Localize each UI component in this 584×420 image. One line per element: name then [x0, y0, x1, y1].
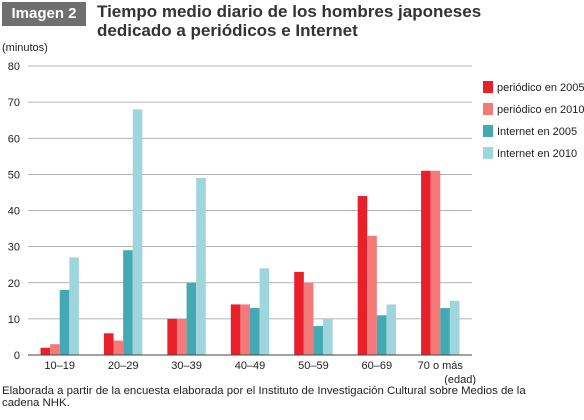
x-axis-label: (edad) [444, 374, 476, 385]
bar-4-3 [196, 177, 206, 355]
bar-4-6 [386, 304, 397, 355]
bar-4-2 [132, 109, 143, 355]
legend: periódico en 2005 periódico en 2010 Intern… [483, 81, 584, 160]
bar-1-1 [40, 347, 51, 355]
x-tick-label: 20–29 [108, 360, 139, 372]
gridlines [28, 65, 472, 320]
chart-header: Imagen 2 Tiempo medio diario de los homb… [0, 0, 584, 46]
chart-title-line1: Tiempo medio diario de los hombres japon… [97, 2, 482, 21]
bar-2-7 [430, 170, 441, 355]
bar-2-6 [367, 235, 377, 355]
figure-badge: Imagen 2 [2, 2, 86, 26]
y-tick-label: 0 [14, 350, 20, 362]
bar-3-4 [250, 308, 260, 355]
bar-4-1 [69, 257, 79, 355]
bar-2-4 [240, 304, 250, 355]
axes: 0 10 20 30 40 50 60 70 80 (minutos) (edad) 10–19 20–… [2, 42, 476, 385]
x-tick-label: 50–59 [298, 360, 329, 372]
y-tick-label: 10 [8, 314, 20, 326]
bar-2-1 [50, 344, 60, 355]
bar-3-7 [440, 308, 450, 355]
y-tick-label: 60 [8, 133, 20, 145]
legend-swatch [483, 103, 493, 115]
bar-2-3 [176, 318, 187, 355]
legend-swatch [483, 81, 493, 93]
bar-2-5 [303, 282, 314, 355]
legend-label: periódico en 2005 [497, 82, 584, 94]
y-tick-label: 30 [8, 242, 20, 254]
chart-title-line2: dedicado a periódicos e Internet [97, 21, 358, 40]
bar-4-4 [259, 268, 270, 355]
y-tick-label: 20 [8, 278, 20, 290]
bar-2-2 [113, 340, 124, 355]
y-tick-label: 70 [8, 97, 20, 109]
footnote: Elaborada a partir de la encuesta elabor… [2, 385, 582, 409]
x-tick-label: 60–69 [362, 360, 393, 372]
bar-3-2 [123, 250, 133, 355]
x-tick-label: 30–39 [171, 360, 202, 372]
x-tick-label: 40–49 [235, 360, 266, 372]
bar-3-6 [376, 315, 387, 355]
bar-3-1 [59, 289, 70, 355]
footnote-line1: Elaborada a partir de la encuesta elabor… [2, 385, 526, 397]
bar-3-3 [186, 282, 197, 355]
legend-swatch [483, 147, 493, 159]
footnote-line2: cadena NHK. [2, 397, 70, 409]
legend-label: periódico en 2010 [497, 104, 584, 116]
legend-swatch [483, 125, 493, 137]
bar-4-5 [323, 318, 333, 355]
y-axis-label: (minutos) [2, 42, 48, 54]
bar-1-7 [421, 170, 431, 355]
chart-title: Tiempo medio diario de los hombres japon… [97, 2, 481, 40]
bar-1-6 [357, 196, 368, 355]
x-tick-label: 70 o más [418, 360, 464, 372]
bar-1-2 [103, 333, 114, 355]
y-tick-label: 50 [8, 169, 20, 181]
bar-3-5 [313, 326, 324, 355]
bar-1-3 [167, 318, 177, 355]
bar-1-4 [230, 304, 241, 355]
legend-label: Internet en 2005 [497, 126, 577, 138]
x-tick-label: 10–19 [44, 360, 75, 372]
bars [40, 109, 460, 355]
y-tick-label: 80 [8, 61, 20, 73]
bar-chart: 0 10 20 30 40 50 60 70 80 (minutos) (edad) 10–19 20–… [2, 42, 584, 385]
bar-4-7 [449, 300, 460, 355]
y-tick-label: 40 [8, 206, 20, 218]
legend-label: Internet en 2010 [497, 148, 577, 160]
bar-1-5 [294, 271, 304, 355]
